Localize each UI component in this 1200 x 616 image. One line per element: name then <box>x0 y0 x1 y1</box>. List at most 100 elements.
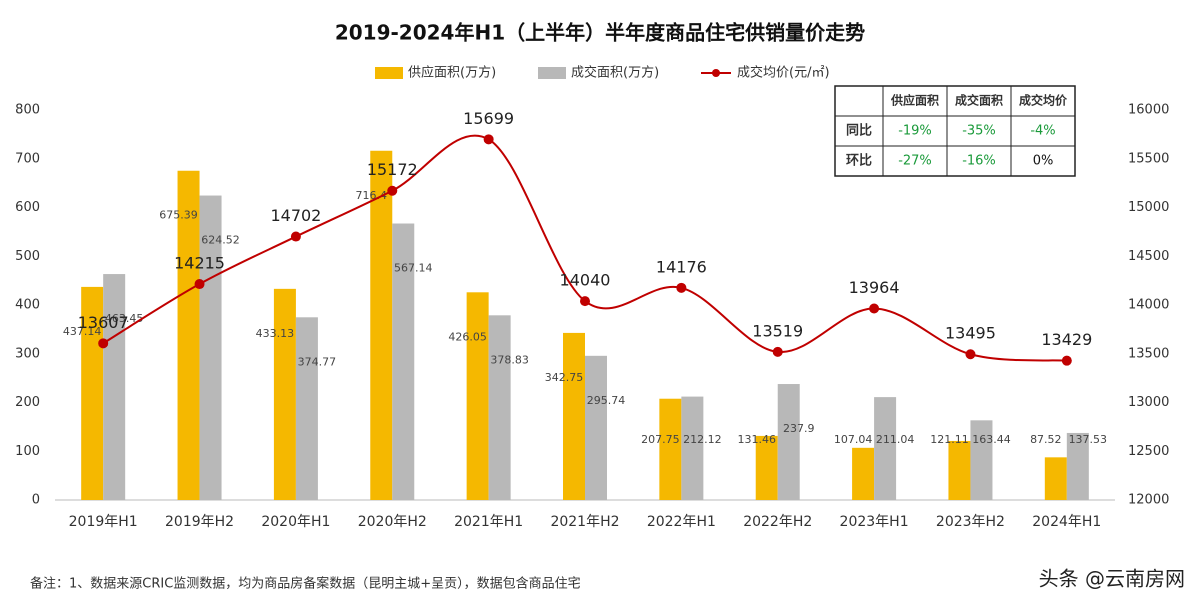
price-point <box>387 185 398 196</box>
x-tick-label: 2020年H2 <box>358 514 427 530</box>
table-frame <box>834 85 1076 177</box>
bar-value-label: 675.39 <box>159 209 198 222</box>
x-tick-label: 2021年H1 <box>454 514 523 530</box>
bar-value-label: 207.75 <box>641 433 680 446</box>
bar <box>81 286 104 500</box>
watermark: 头条 @云南房网 <box>1039 567 1185 591</box>
y-tick-label: 200 <box>15 395 40 410</box>
price-value-label: 14215 <box>174 254 225 273</box>
legend-swatch <box>375 67 403 79</box>
bar <box>563 332 585 500</box>
bar-value-label: 624.52 <box>201 234 240 247</box>
bar-value-label: 121.11 <box>930 433 969 446</box>
bar-value-label: 87.52 <box>1030 433 1062 446</box>
price-point <box>483 134 494 145</box>
price-point <box>290 231 301 242</box>
price-point <box>1061 355 1072 366</box>
x-tick-label: 2022年H2 <box>743 514 812 530</box>
price-value-label: 13607 <box>78 313 129 332</box>
bar-value-label: 107.04 <box>834 433 873 446</box>
price-value-label: 14176 <box>656 257 707 276</box>
y2-tick-label: 15000 <box>1128 200 1169 215</box>
bar-value-label: 342.75 <box>545 371 584 384</box>
bar <box>681 396 704 500</box>
table-cell: -35% <box>962 124 996 139</box>
bar-value-label: 137.53 <box>1069 433 1108 446</box>
bar <box>755 435 778 500</box>
bar <box>874 397 897 500</box>
legend-marker <box>712 69 720 77</box>
price-value-label: 14040 <box>560 271 611 290</box>
bar-value-label: 378.83 <box>490 353 529 366</box>
table-cell: -19% <box>898 124 932 139</box>
price-point <box>869 303 880 314</box>
legend-label: 成交均价(元/㎡) <box>737 65 830 81</box>
y-tick-label: 100 <box>15 444 40 459</box>
table-cell: -16% <box>962 154 996 169</box>
bar <box>103 274 126 500</box>
bar <box>585 355 607 500</box>
bar-value-label: 716.4 <box>356 189 388 202</box>
table-cell: -27% <box>898 154 932 169</box>
y-tick-label: 600 <box>15 200 40 215</box>
price-point <box>580 296 590 307</box>
bar-value-label: 437.14 <box>63 325 102 338</box>
y2-tick-label: 14000 <box>1128 298 1169 313</box>
table-cell: 0% <box>1033 154 1054 169</box>
bar-value-label: 211.04 <box>876 433 915 446</box>
table-row-label: 环比 <box>846 153 872 169</box>
x-tick-label: 2022年H1 <box>647 514 716 530</box>
bar <box>948 440 971 500</box>
bar <box>659 398 682 500</box>
table-row-label: 同比 <box>846 123 872 139</box>
y-tick-label: 500 <box>15 249 40 264</box>
bar-value-label: 131.46 <box>737 433 776 446</box>
x-tick-label: 2023年H2 <box>936 514 1005 530</box>
legend-swatch <box>538 67 566 79</box>
y2-tick-label: 14500 <box>1128 249 1169 264</box>
bar <box>466 292 489 500</box>
bar-value-label: 163.44 <box>972 433 1011 446</box>
price-value-label: 15699 <box>463 109 514 128</box>
footnote: 备注：1、数据来源CRIC监测数据，均为商品房备案数据（昆明主城+呈贡），数据包… <box>30 576 581 592</box>
bar <box>370 150 393 500</box>
bar <box>392 223 415 500</box>
bar <box>1066 432 1089 500</box>
table-cell: -4% <box>1030 124 1055 139</box>
y2-tick-label: 13000 <box>1128 395 1169 410</box>
price-point <box>676 282 687 293</box>
x-tick-label: 2019年H2 <box>165 514 234 530</box>
table-header: 成交均价 <box>1019 93 1068 108</box>
bar-value-label: 237.9 <box>783 422 815 435</box>
bar <box>488 315 511 500</box>
price-value-label: 13964 <box>849 278 900 297</box>
bar <box>1044 457 1067 500</box>
price-point <box>772 346 783 357</box>
bar-value-label: 433.13 <box>256 327 295 340</box>
price-point <box>194 279 205 290</box>
bar-value-label: 426.05 <box>448 330 487 343</box>
y-tick-label: 800 <box>15 103 40 118</box>
y2-tick-label: 12000 <box>1128 493 1169 508</box>
table-header: 成交面积 <box>955 93 1003 108</box>
bar <box>777 384 800 500</box>
price-value-label: 13519 <box>752 321 803 340</box>
y2-tick-label: 12500 <box>1128 444 1169 459</box>
y2-tick-label: 13500 <box>1128 346 1169 361</box>
bar <box>177 170 200 500</box>
bar <box>852 447 875 500</box>
bar-value-label: 374.77 <box>298 355 337 368</box>
x-tick-label: 2024年H1 <box>1032 514 1101 530</box>
price-value-label: 13429 <box>1041 330 1092 349</box>
y-tick-label: 300 <box>15 346 40 361</box>
bar <box>199 195 222 500</box>
y2-tick-label: 15500 <box>1128 151 1169 166</box>
table-header: 供应面积 <box>890 93 939 108</box>
bar-value-label: 463.45 <box>105 312 144 325</box>
chart-title: 2019-2024年H1（上半年）半年度商品住宅供销量价走势 <box>335 21 865 45</box>
x-tick-label: 2020年H1 <box>261 514 330 530</box>
bar <box>970 420 993 500</box>
y-tick-label: 400 <box>15 298 40 313</box>
bar <box>273 288 296 500</box>
